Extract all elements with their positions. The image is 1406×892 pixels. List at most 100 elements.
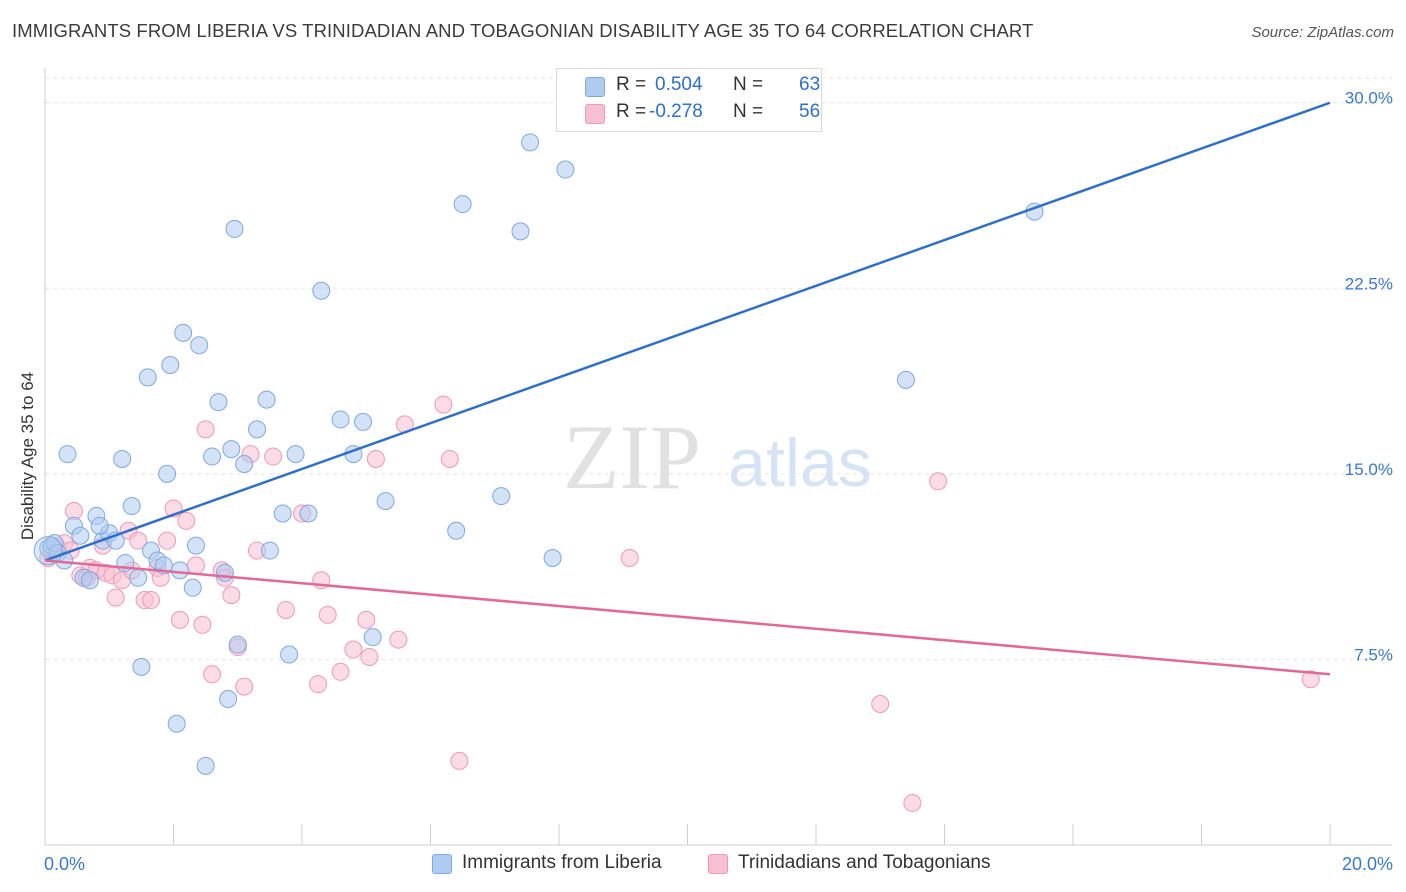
watermark: ZIP atlas <box>563 406 872 508</box>
liberia-point <box>161 356 180 375</box>
liberia-point <box>113 450 132 469</box>
trinidadian-point <box>276 600 295 619</box>
trinidadian-point <box>203 665 222 684</box>
liberia-point <box>129 568 148 587</box>
liberia-point <box>58 445 77 464</box>
liberia-point <box>376 492 395 511</box>
y-tick-label: 7.5% <box>1354 645 1393 664</box>
liberia-point <box>138 368 157 387</box>
trinidadian-point <box>331 662 350 681</box>
liberia-point <box>260 541 279 560</box>
liberia-point <box>174 323 193 342</box>
grid-lines <box>45 77 1392 660</box>
legend-r-value: 0.504 <box>655 74 703 95</box>
liberia-point <box>167 714 186 733</box>
trinidadian-point <box>142 591 161 610</box>
trinidadian-point <box>186 556 205 575</box>
liberia-point <box>299 504 318 523</box>
trinidadian-trend-line <box>44 559 1331 676</box>
liberia-point <box>190 336 209 355</box>
trinidadian-point <box>264 447 283 466</box>
liberia-point <box>158 464 177 483</box>
legend-n-label: N = <box>733 101 764 122</box>
liberia-points <box>33 133 1044 775</box>
liberia-point <box>280 645 299 664</box>
source-credit: Source: ZipAtlas.com <box>1251 24 1394 41</box>
liberia-point <box>312 281 331 300</box>
liberia-point <box>183 578 202 597</box>
legend-swatch-blue <box>585 77 605 97</box>
tick-labels: 7.5% 15.0% 22.5% 30.0% 0.0% 20.0% <box>44 89 1393 874</box>
chart-title: IMMIGRANTS FROM LIBERIA VS TRINIDADIAN A… <box>12 20 1034 41</box>
liberia-point <box>80 571 99 590</box>
trinidadian-point <box>929 472 948 491</box>
liberia-point <box>203 447 222 466</box>
y-axis-label: Disability Age 35 to 64 <box>18 371 37 541</box>
bottom-legend-swatch-pink <box>708 854 728 874</box>
trend-lines <box>44 101 1331 676</box>
legend-r-label: R = <box>616 74 647 95</box>
trinidadian-point <box>177 511 196 530</box>
trinidadian-point <box>235 677 254 696</box>
liberia-point <box>132 657 151 676</box>
x-tick-label: 20.0% <box>1342 854 1393 874</box>
y-tick-label: 15.0% <box>1345 460 1393 479</box>
legend-n-label: N = <box>733 74 764 95</box>
trinidadian-point <box>440 450 459 469</box>
trinidadian-point <box>871 694 890 713</box>
trinidadian-point <box>222 586 241 605</box>
liberia-point <box>896 370 915 389</box>
liberia-point <box>511 222 530 241</box>
liberia-point <box>209 393 228 412</box>
watermark-atlas: atlas <box>728 425 872 501</box>
bottom-legend-swatch-blue <box>432 854 452 874</box>
trinidadian-point <box>193 615 212 634</box>
liberia-point <box>122 497 141 516</box>
legend-swatch-pink <box>585 104 605 124</box>
legend-n-value: 63 <box>799 74 821 95</box>
trinidadian-point <box>620 548 639 567</box>
liberia-point <box>170 561 189 580</box>
trinidadian-point <box>366 450 385 469</box>
liberia-point <box>225 219 244 238</box>
liberia-point <box>273 504 292 523</box>
trinidadian-point <box>450 751 469 770</box>
legend-r-value: -0.278 <box>649 101 703 122</box>
axes <box>44 68 1392 846</box>
liberia-point <box>257 390 276 409</box>
correlation-legend: R = 0.504 N = 63 R = -0.278 N = 56 <box>556 68 822 132</box>
liberia-point <box>215 563 234 582</box>
liberia-point <box>492 487 511 506</box>
liberia-point <box>248 420 267 439</box>
liberia-point <box>447 521 466 540</box>
liberia-point <box>228 635 247 654</box>
bottom-legend-label: Immigrants from Liberia <box>462 852 662 873</box>
y-tick-label: 30.0% <box>1345 89 1393 108</box>
trinidadian-point <box>170 610 189 629</box>
watermark-zip: ZIP <box>563 406 701 508</box>
x-tick-label: 0.0% <box>44 854 85 874</box>
trinidadian-point <box>434 395 453 414</box>
trinidadian-point <box>903 793 922 812</box>
liberia-point <box>543 548 562 567</box>
trinidadian-point <box>309 675 328 694</box>
liberia-point <box>235 454 254 473</box>
trinidadian-point <box>344 640 363 659</box>
trinidadian-point <box>318 605 337 624</box>
trinidadian-point <box>106 588 125 607</box>
legend-n-value: 56 <box>799 101 821 122</box>
liberia-trend-line <box>44 101 1331 562</box>
liberia-point <box>556 160 575 179</box>
bottom-legend-label: Trinidadians and Tobagonians <box>738 852 991 873</box>
liberia-point <box>363 628 382 647</box>
liberia-point <box>222 440 241 459</box>
liberia-point <box>286 445 305 464</box>
trinidadian-point <box>357 610 376 629</box>
trinidadian-point <box>1301 670 1320 689</box>
liberia-point <box>90 516 109 535</box>
trinidadian-point <box>360 647 379 666</box>
trinidadian-point <box>158 531 177 550</box>
liberia-point <box>186 536 205 555</box>
liberia-point <box>196 756 215 775</box>
